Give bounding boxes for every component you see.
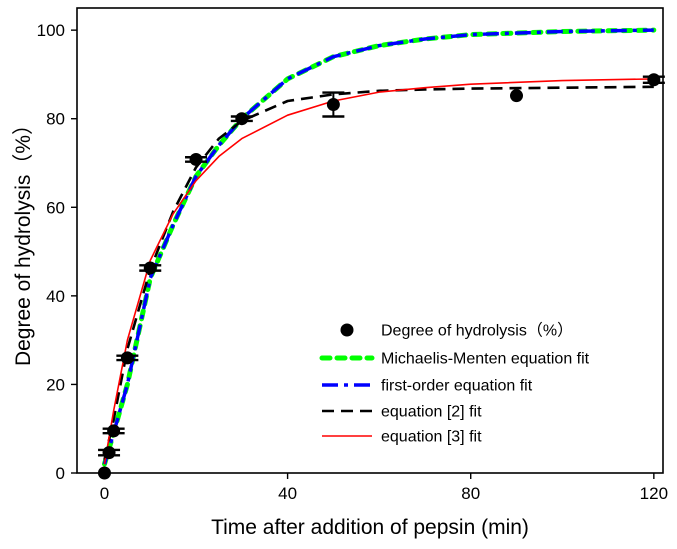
data-point [107,424,121,438]
x-tick-label: 120 [640,484,668,503]
legend-marker-points [340,323,354,337]
plot-frame [76,7,664,474]
y-tick-label: 40 [46,287,65,306]
legend: Degree of hydrolysis（%） Michaelis-Menten … [319,322,590,446]
x-tick-label: 40 [278,484,297,503]
legend-label: equation [3] fit [381,429,482,446]
y-tick-label: 0 [56,464,65,483]
data-point [120,351,134,365]
data-point [647,73,661,87]
x-axis-title: Time after addition of pepsin (min) [211,516,529,539]
data-point [235,112,249,126]
legend-label: equation [2] fit [381,404,482,421]
legend-label: Michaelis-Menten equation fit [381,351,590,368]
y-tick-label: 20 [46,375,65,394]
chart-marks: 0 40 80 120 0 20 40 60 80 100 [37,21,668,503]
series-line-3 [103,85,654,460]
data-point [326,98,340,112]
y-tick-label: 60 [46,198,65,217]
legend-label: Degree of hydrolysis（%） [381,322,573,340]
series-line-4 [103,78,654,465]
data-point [97,466,111,480]
data-point [102,446,116,460]
data-point [189,152,203,166]
x-tick-label: 0 [100,484,109,503]
y-axis-title: Degree of hydrolysis（%） [12,114,35,366]
y-tick-label: 80 [46,110,65,129]
x-tick-label: 80 [461,484,480,503]
y-tick-label: 100 [37,21,65,40]
data-point [143,261,157,275]
legend-label: first-order equation fit [381,378,533,395]
data-point [510,89,523,103]
